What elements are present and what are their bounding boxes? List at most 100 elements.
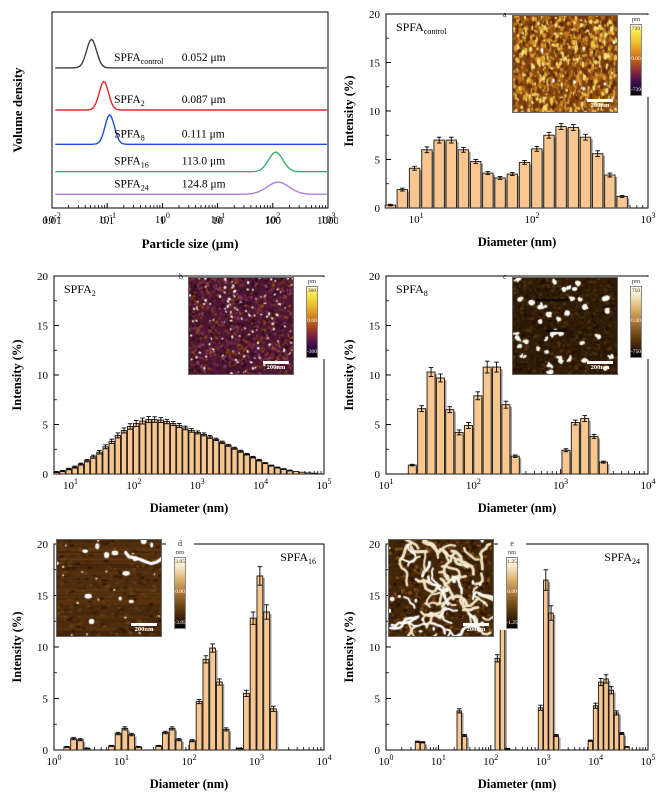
inset-letter: c — [503, 272, 507, 281]
afm-inset: 200nm e nm 1.25 0.00 -1.25 — [388, 539, 526, 637]
x-tick-label: 100 — [47, 753, 62, 768]
bar — [464, 425, 473, 475]
afm-image — [388, 539, 494, 637]
bar — [249, 617, 257, 751]
bar — [445, 139, 457, 209]
bar — [274, 467, 281, 475]
series-size-value: 0.052 μm — [182, 52, 226, 64]
bar — [162, 732, 169, 751]
bar — [225, 444, 232, 475]
bar — [598, 461, 608, 475]
y-tick-label: 5 — [375, 155, 381, 167]
x-tick-label: 103 — [641, 211, 656, 226]
colorbar-max: 3.85 — [175, 559, 185, 566]
afm-image — [512, 15, 618, 113]
y-tick-label: 0 — [375, 203, 381, 215]
panel-label: SPFA2 — [64, 282, 96, 298]
x-axis-label: Diameter (nm) — [478, 501, 557, 515]
colorbar-unit: nm — [175, 549, 185, 556]
x-tick-label: 101 — [409, 211, 424, 226]
bar — [548, 612, 554, 751]
bar — [114, 434, 121, 475]
x-tick-label: 0.01 — [42, 215, 61, 227]
bar — [555, 126, 567, 209]
y-tick-label: 20 — [37, 539, 49, 551]
bar — [151, 419, 158, 475]
scale-bar-label: 200nm — [590, 363, 610, 371]
bar — [299, 471, 306, 475]
afm-inset: a 200nm pm 739 0.00 -739 — [503, 11, 650, 113]
scale-bar-label: 200nm — [134, 625, 154, 633]
colorbar-min: -739 — [630, 86, 642, 93]
scale-bar-line — [131, 622, 157, 626]
bar — [619, 733, 625, 751]
bar — [470, 160, 482, 209]
scale-bar-line — [587, 360, 613, 364]
y-tick-label: 5 — [375, 420, 381, 432]
scale-bar: 200nm — [587, 98, 613, 110]
y-tick-label: 10 — [369, 106, 381, 118]
colorbar-min: -1.25 — [506, 619, 518, 626]
x-tick-label: 105 — [317, 477, 332, 492]
colorbar: d nm 3.85 0.00 -3.85 — [166, 539, 194, 631]
bar — [108, 440, 115, 475]
colorbar: pm 750 0.00 -750 — [622, 277, 650, 360]
x-tick-label: 103 — [536, 753, 551, 768]
x-tick-label: 0.1 — [100, 215, 114, 227]
bar — [311, 472, 318, 475]
bar — [175, 739, 183, 751]
x-tick-label: 104 — [317, 753, 332, 768]
bar — [435, 377, 445, 475]
bar — [243, 692, 250, 751]
colorbar-min: -3.85 — [174, 619, 186, 626]
x-tick-label: 101 — [431, 753, 446, 768]
bar — [543, 579, 549, 751]
x-tick-label: 101 — [63, 477, 78, 492]
colorbar-mid: 0.00 — [631, 56, 641, 63]
colorbar-gradient: 750 0.00 -750 — [630, 286, 642, 359]
colorbar-max: 750 — [631, 288, 641, 295]
bar — [133, 423, 140, 475]
x-tick-label: 10 — [212, 215, 224, 227]
bar — [494, 177, 506, 209]
bar — [561, 449, 571, 475]
chart-dls-spfa-24: 100 101 102 103 104 105 0 5 10 15 20 Diameter (nm) I… — [342, 539, 656, 791]
bar — [249, 456, 257, 475]
scale-bar-label: 200nm — [590, 101, 610, 109]
y-tick-label: 0 — [375, 469, 381, 481]
scale-bar-line — [587, 98, 613, 102]
bar — [202, 658, 210, 751]
colorbar-max: 739 — [631, 26, 641, 33]
panel-dls-spfa-control: 101 102 103 0 5 10 15 20 Diameter (nm) Intensity … — [340, 0, 662, 252]
afm-inset: b 200nm pm 300 0.00 -300 — [179, 273, 326, 375]
bar — [598, 681, 604, 751]
afm-image-wrap: b 200nm — [179, 273, 294, 375]
bar — [603, 678, 609, 751]
bar — [76, 739, 84, 751]
x-tick-label: 102 — [525, 211, 540, 226]
series-size-value: 124.8 μm — [182, 178, 226, 190]
bar — [482, 366, 492, 475]
bar — [219, 441, 226, 475]
inset-letter: a — [503, 10, 507, 19]
y-axis-label: Intensity (%) — [10, 339, 24, 410]
colorbar-max: 1.25 — [507, 559, 517, 566]
y-axis-label: Volume density — [10, 67, 25, 153]
bar — [128, 734, 135, 751]
x-axis-label: Diameter (nm) — [478, 235, 557, 249]
bar — [604, 174, 616, 209]
afm-image-wrap: a 200nm — [503, 11, 618, 113]
y-axis-label: Intensity (%) — [342, 75, 356, 146]
bar — [518, 161, 531, 209]
bar — [163, 421, 171, 475]
colorbar: pm 300 0.00 -300 — [298, 277, 326, 360]
bar — [182, 427, 189, 475]
colorbar-gradient: 3.85 0.00 -3.85 — [174, 557, 186, 630]
bar — [473, 395, 483, 475]
bar — [213, 438, 220, 475]
bar — [616, 195, 628, 209]
x-tick-label: 105 — [641, 753, 656, 768]
scale-bar-label: 200nm — [466, 625, 486, 633]
inset-letter: d — [178, 539, 182, 548]
colorbar-mid: 0.00 — [631, 318, 641, 325]
